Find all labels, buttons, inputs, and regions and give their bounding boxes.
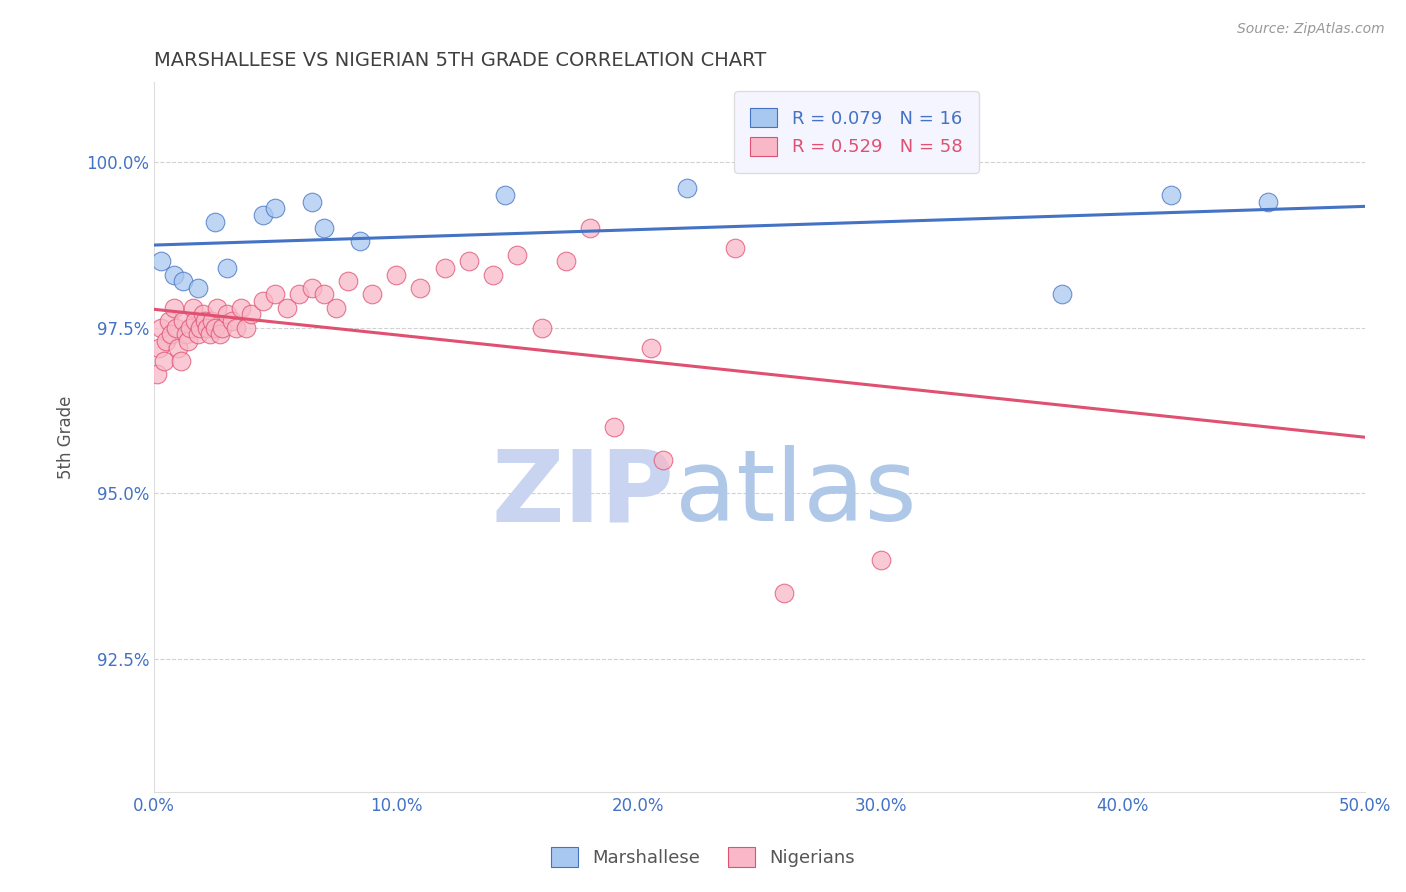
Point	[215, 260, 238, 275]
Point	[188, 320, 211, 334]
Point	[603, 420, 626, 434]
Point	[204, 214, 226, 228]
Point	[1257, 194, 1279, 209]
Point	[494, 188, 516, 202]
Point	[312, 221, 335, 235]
Point	[312, 287, 335, 301]
Point	[385, 268, 408, 282]
Point	[167, 341, 190, 355]
Point	[205, 301, 228, 315]
Point	[198, 327, 221, 342]
Y-axis label: 5th Grade: 5th Grade	[58, 395, 75, 479]
Point	[409, 281, 432, 295]
Legend: Marshallese, Nigerians: Marshallese, Nigerians	[544, 839, 862, 874]
Point	[301, 194, 323, 209]
Point	[150, 254, 173, 268]
Point	[204, 320, 226, 334]
Point	[458, 254, 481, 268]
Point	[433, 260, 456, 275]
Point	[530, 320, 553, 334]
Point	[231, 301, 253, 315]
Point	[165, 320, 187, 334]
Point	[1050, 287, 1073, 301]
Point	[579, 221, 602, 235]
Point	[160, 327, 183, 342]
Point	[676, 181, 699, 195]
Point	[145, 367, 167, 381]
Point	[772, 586, 794, 600]
Point	[640, 341, 662, 355]
Point	[208, 327, 231, 342]
Point	[1160, 188, 1182, 202]
Point	[651, 453, 673, 467]
Point	[162, 301, 184, 315]
Point	[215, 307, 238, 321]
Point	[349, 235, 371, 249]
Point	[252, 294, 274, 309]
Point	[264, 202, 287, 216]
Point	[225, 320, 247, 334]
Point	[184, 314, 207, 328]
Point	[197, 320, 219, 334]
Point	[172, 314, 194, 328]
Point	[157, 314, 180, 328]
Point	[288, 287, 311, 301]
Text: ZIP: ZIP	[492, 445, 675, 542]
Point	[187, 281, 209, 295]
Point	[221, 314, 243, 328]
Point	[179, 320, 201, 334]
Legend: R = 0.079   N = 16, R = 0.529   N = 58: R = 0.079 N = 16, R = 0.529 N = 58	[734, 91, 979, 173]
Point	[174, 327, 197, 342]
Point	[724, 241, 747, 255]
Point	[240, 307, 263, 321]
Point	[153, 353, 176, 368]
Point	[301, 281, 323, 295]
Point	[172, 274, 194, 288]
Point	[325, 301, 347, 315]
Point	[150, 320, 173, 334]
Point	[264, 287, 287, 301]
Point	[361, 287, 384, 301]
Point	[201, 314, 224, 328]
Point	[235, 320, 257, 334]
Point	[252, 208, 274, 222]
Point	[181, 301, 204, 315]
Point	[554, 254, 576, 268]
Point	[869, 552, 891, 566]
Point	[482, 268, 505, 282]
Point	[162, 268, 184, 282]
Point	[177, 334, 200, 348]
Text: Source: ZipAtlas.com: Source: ZipAtlas.com	[1237, 22, 1385, 37]
Point	[155, 334, 177, 348]
Point	[187, 327, 209, 342]
Text: MARSHALLESE VS NIGERIAN 5TH GRADE CORRELATION CHART: MARSHALLESE VS NIGERIAN 5TH GRADE CORREL…	[155, 51, 766, 70]
Point	[211, 320, 233, 334]
Point	[170, 353, 193, 368]
Point	[148, 341, 170, 355]
Point	[276, 301, 298, 315]
Point	[506, 248, 529, 262]
Point	[191, 307, 214, 321]
Text: atlas: atlas	[675, 445, 917, 542]
Point	[336, 274, 359, 288]
Point	[194, 314, 217, 328]
